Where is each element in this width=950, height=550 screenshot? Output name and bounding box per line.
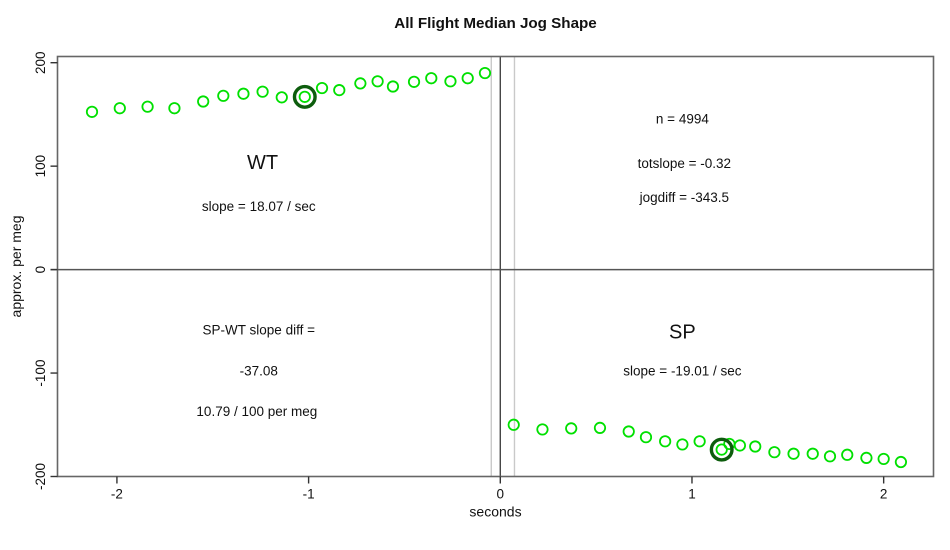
data-point-wt bbox=[217, 89, 230, 102]
data-point-sp bbox=[841, 448, 854, 461]
data-point-wt bbox=[371, 75, 384, 88]
data-point-wt bbox=[444, 75, 457, 88]
y-axis-label: approx. per meg bbox=[8, 216, 24, 318]
x-tick-label: -2 bbox=[111, 487, 123, 502]
data-point-sp bbox=[806, 447, 819, 460]
plot-frame bbox=[56, 55, 935, 478]
y-tick-label: 200 bbox=[33, 51, 48, 74]
data-point-wt bbox=[461, 72, 474, 85]
data-point-sp bbox=[622, 425, 635, 438]
data-point-sp bbox=[877, 452, 890, 466]
data-point-wt bbox=[354, 77, 367, 90]
chart-title: All Flight Median Jog Shape bbox=[394, 15, 597, 32]
data-point-sp bbox=[507, 418, 520, 431]
data-point-wt bbox=[298, 90, 311, 103]
data-point-sp bbox=[565, 422, 578, 435]
data-point-sp bbox=[768, 446, 781, 459]
totslope: totslope = -0.32 bbox=[638, 156, 731, 171]
jogdiff: jogdiff = -343.5 bbox=[639, 190, 729, 205]
data-point-sp bbox=[860, 451, 873, 464]
data-point-sp bbox=[639, 431, 653, 444]
data-point-wt bbox=[478, 66, 492, 80]
y-tick-label: -100 bbox=[33, 360, 48, 387]
wt-slope: slope = 18.07 / sec bbox=[202, 199, 316, 214]
data-point-sp bbox=[749, 440, 762, 453]
x-axis-label: seconds bbox=[469, 504, 521, 520]
data-point-wt bbox=[85, 105, 99, 118]
data-point-wt bbox=[315, 81, 329, 95]
x-tick-label: 2 bbox=[880, 487, 888, 502]
data-point-sp bbox=[715, 443, 728, 456]
x-tick-label: 0 bbox=[497, 487, 505, 502]
data-point-wt bbox=[197, 95, 210, 108]
data-point-wt bbox=[168, 102, 181, 115]
spwt-diff-line3: 10.79 / 100 per meg bbox=[196, 404, 317, 419]
sp-group-label: SP bbox=[669, 322, 696, 344]
data-point-sp bbox=[676, 438, 689, 451]
data-point-sp bbox=[659, 435, 672, 448]
highlight-ring-sp bbox=[709, 437, 734, 462]
x-tick-label: -1 bbox=[303, 487, 315, 502]
data-point-wt bbox=[386, 80, 400, 93]
x-tick-label: 1 bbox=[688, 487, 696, 502]
sp-slope: slope = -19.01 / sec bbox=[623, 364, 741, 379]
data-point-wt bbox=[141, 100, 154, 113]
data-point-wt bbox=[425, 72, 438, 85]
y-tick-label: 100 bbox=[33, 155, 48, 178]
data-point-sp bbox=[823, 450, 837, 463]
data-point-sp bbox=[693, 435, 706, 448]
spwt-diff-line2: -37.08 bbox=[240, 364, 278, 379]
highlight-ring-wt bbox=[292, 84, 317, 109]
y-tick-label: 0 bbox=[33, 266, 48, 274]
data-point-wt bbox=[275, 91, 288, 104]
data-point-wt bbox=[256, 85, 269, 98]
data-point-wt bbox=[113, 102, 126, 115]
data-point-sp bbox=[733, 439, 746, 452]
data-point-sp bbox=[787, 447, 800, 460]
y-tick-label: -200 bbox=[33, 463, 48, 490]
data-point-sp bbox=[894, 455, 908, 469]
data-point-wt bbox=[237, 87, 250, 100]
n-count: n = 4994 bbox=[656, 111, 709, 126]
data-point-sp bbox=[536, 423, 549, 436]
data-point-wt bbox=[407, 75, 421, 88]
data-point-wt bbox=[333, 84, 346, 97]
wt-group-label: WT bbox=[247, 152, 278, 174]
data-point-sp bbox=[593, 421, 607, 434]
spwt-diff-line1: SP-WT slope diff = bbox=[203, 322, 316, 337]
